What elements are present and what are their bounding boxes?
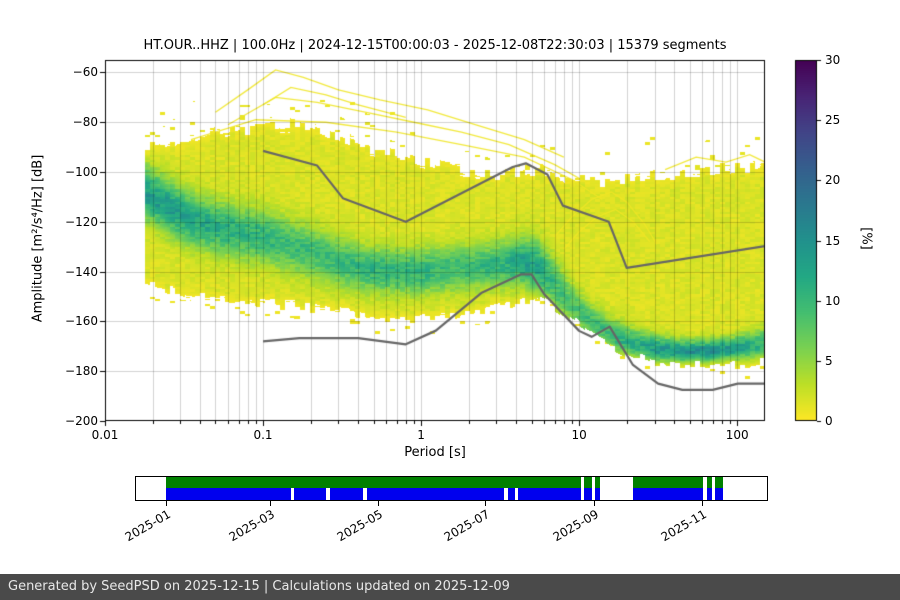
timeline-tick-label: 2025-03 (226, 507, 277, 545)
colorbar-tick-label: 30 (825, 53, 841, 67)
y-tick-label: −200 (65, 414, 98, 428)
colorbar-tick-label: 0 (825, 414, 833, 428)
timeline-tick (269, 501, 271, 506)
timeline-blue-segment (507, 488, 516, 500)
timeline-green-segment (715, 477, 723, 488)
x-tick-label: 1 (417, 428, 425, 442)
y-tick-label: −140 (65, 264, 98, 279)
y-axis-label: Amplitude [m²/s⁴/Hz] [dB] (30, 154, 46, 323)
timeline-green-segment (707, 477, 713, 488)
timeline-blue-segment (165, 488, 291, 500)
availability-timeline (135, 476, 768, 501)
timeline-green-segment (584, 477, 592, 488)
timeline-blue-segment (594, 488, 600, 500)
timeline-blue-segment (366, 488, 504, 500)
colorbar-tick-label: 5 (825, 353, 833, 368)
timeline-tick-label: 2025-09 (550, 507, 602, 545)
timeline-blue-segment (329, 488, 364, 500)
x-axis-label: Period [s] (404, 445, 466, 460)
colorbar-tick-label: 10 (825, 293, 841, 308)
timeline-blue-segment (584, 488, 592, 500)
timeline-tick (594, 501, 596, 506)
colorbar-tick-label: 25 (825, 113, 841, 128)
timeline-green-segment (165, 477, 582, 488)
timeline-tick-label: 2025-11 (658, 507, 709, 545)
x-tick-label: 0.1 (253, 428, 273, 442)
y-tick-label: −180 (65, 364, 98, 379)
timeline-tick (165, 501, 167, 506)
y-tick-label: −160 (65, 314, 98, 329)
timeline-blue-segment (715, 488, 723, 500)
x-tick-label: 10 (571, 428, 587, 442)
colorbar-tick-label: 20 (825, 173, 841, 188)
footer-bar: Generated by SeedPSD on 2025-12-15 | Cal… (0, 574, 900, 600)
timeline-blue-segment (294, 488, 326, 500)
timeline-tick (377, 501, 379, 506)
timeline-tick-label: 2025-05 (334, 507, 385, 545)
timeline-green-segment (594, 477, 600, 488)
y-tick-label: −120 (65, 214, 98, 229)
ppsd-plot-canvas (0, 0, 900, 470)
colorbar-label: [%] (858, 227, 874, 250)
footer-text: Generated by SeedPSD on 2025-12-15 | Cal… (8, 579, 510, 594)
timeline-blue-segment (517, 488, 582, 500)
timeline-green-segment (632, 477, 704, 488)
x-tick-label: 0.01 (91, 428, 119, 442)
timeline-tick (702, 501, 703, 506)
x-tick-label: 100 (725, 428, 749, 442)
timeline-blue-segment (632, 488, 704, 500)
colorbar-tick-label: 15 (825, 233, 841, 248)
timeline-blue-segment (707, 488, 713, 500)
y-tick-label: −60 (72, 65, 98, 80)
y-tick-label: −80 (72, 115, 98, 130)
timeline-tick-label: 2025-01 (122, 507, 173, 545)
timeline-tick (484, 501, 486, 506)
y-tick-label: −100 (65, 165, 98, 180)
timeline-tick-label: 2025-07 (441, 507, 492, 545)
